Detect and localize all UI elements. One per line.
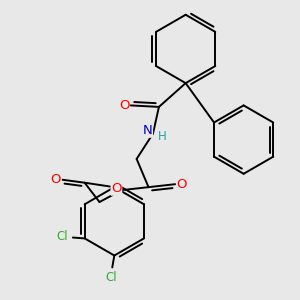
Text: N: N [143, 124, 152, 137]
Text: O: O [177, 178, 187, 191]
Text: O: O [119, 99, 129, 112]
Text: O: O [111, 182, 122, 195]
Text: Cl: Cl [57, 230, 68, 243]
Text: Cl: Cl [106, 271, 117, 284]
Text: O: O [50, 173, 61, 186]
Text: H: H [158, 130, 166, 142]
